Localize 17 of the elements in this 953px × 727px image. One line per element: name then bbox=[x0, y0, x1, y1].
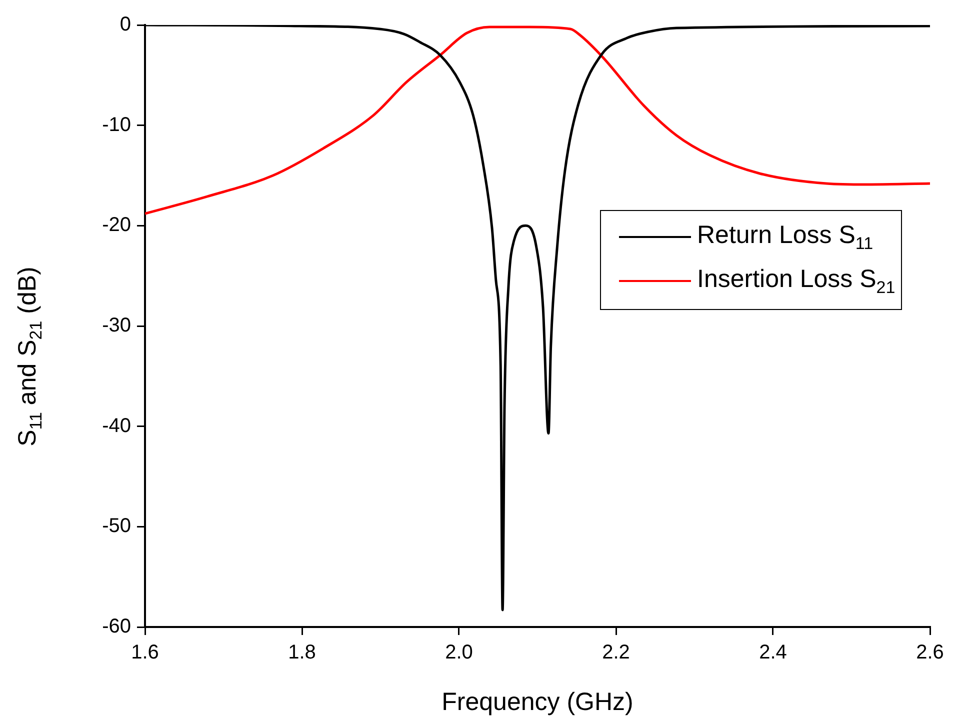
x-tick-label: 2.2 bbox=[602, 642, 630, 664]
y-tick-label: 0 bbox=[120, 14, 131, 36]
x-tick-label: 2.0 bbox=[445, 642, 473, 664]
x-tick-label: 1.6 bbox=[131, 642, 159, 664]
y-tick-label: -40 bbox=[102, 414, 131, 437]
y-tick-label: -20 bbox=[102, 214, 131, 236]
legend-label: Return Loss S$_{11}$ bbox=[697, 220, 874, 254]
x-tick-label: 1.8 bbox=[288, 642, 316, 664]
y-tick-label: -60 bbox=[102, 616, 131, 638]
y-tick-label: -10 bbox=[102, 114, 131, 136]
x-tick-label: 2.6 bbox=[916, 642, 944, 664]
x-axis-title: Frequency (GHz) bbox=[440, 688, 634, 717]
line-series bbox=[145, 26, 930, 215]
y-tick-label: -50 bbox=[102, 515, 131, 538]
legend-label: Insertion Loss S$_{21}$ bbox=[697, 264, 896, 298]
y-tick-label: -30 bbox=[102, 314, 131, 337]
x-tick-label: 2.4 bbox=[759, 642, 787, 664]
